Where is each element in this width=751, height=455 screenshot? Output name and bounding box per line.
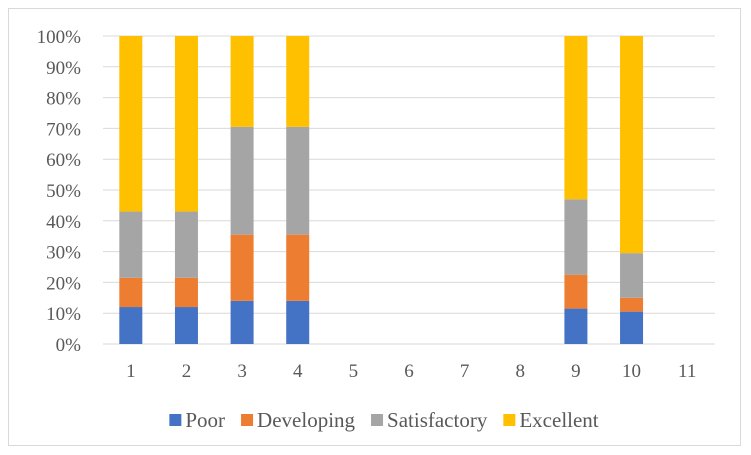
legend-item-developing: Developing bbox=[241, 408, 356, 432]
x-tick-label: 5 bbox=[349, 361, 359, 382]
legend-item-satisfactory: Satisfactory bbox=[371, 408, 488, 432]
bar-developing-9 bbox=[564, 274, 588, 309]
bar-developing-10 bbox=[620, 297, 644, 312]
y-tick-label: 70% bbox=[46, 119, 81, 140]
y-tick-label: 90% bbox=[46, 58, 81, 79]
legend-swatch bbox=[169, 414, 182, 426]
legend-label: Excellent bbox=[519, 408, 598, 432]
x-tick-label: 10 bbox=[622, 361, 641, 382]
bar-excellent-9 bbox=[564, 36, 588, 200]
y-tick-label: 80% bbox=[46, 89, 81, 110]
bar-excellent-2 bbox=[174, 36, 198, 212]
gridlines bbox=[103, 35, 715, 345]
bar-excellent-3 bbox=[230, 36, 254, 127]
y-tick-label: 30% bbox=[46, 243, 81, 264]
legend-swatch bbox=[371, 414, 384, 426]
x-tick-label: 4 bbox=[293, 361, 303, 382]
legend-item-poor: Poor bbox=[169, 408, 225, 432]
bar-excellent-4 bbox=[286, 36, 310, 127]
y-tick-label: 20% bbox=[46, 273, 81, 294]
y-tick-label: 60% bbox=[46, 150, 81, 171]
x-axis-tick-labels: 1 2 3 4 5 6 7 8 9 10 11 bbox=[126, 361, 696, 382]
y-axis-tick-labels: 0% 10% 20% 30% 40% 50% 60% 70% 80% 90% 100% bbox=[37, 27, 82, 356]
x-tick-label: 6 bbox=[404, 361, 414, 382]
legend: Poor Developing Satisfactory Excellent bbox=[169, 408, 599, 432]
legend-item-excellent: Excellent bbox=[503, 408, 599, 432]
bar-satisfactory-2 bbox=[174, 211, 198, 278]
bar-poor-2 bbox=[174, 307, 198, 344]
bars bbox=[119, 36, 644, 344]
bar-satisfactory-1 bbox=[119, 211, 143, 278]
bar-excellent-10 bbox=[620, 36, 644, 254]
bar-poor-10 bbox=[620, 311, 644, 344]
x-tick-label: 8 bbox=[516, 361, 526, 382]
x-tick-label: 11 bbox=[678, 361, 696, 382]
x-tick-label: 3 bbox=[237, 361, 247, 382]
y-tick-label: 50% bbox=[46, 181, 81, 202]
legend-label: Developing bbox=[257, 408, 355, 432]
y-tick-label: 40% bbox=[46, 212, 81, 233]
bar-satisfactory-9 bbox=[564, 199, 588, 275]
y-tick-label: 100% bbox=[37, 27, 82, 48]
x-tick-label: 1 bbox=[126, 361, 136, 382]
x-tick-label: 7 bbox=[460, 361, 470, 382]
bar-satisfactory-3 bbox=[230, 126, 254, 235]
bar-poor-1 bbox=[119, 307, 143, 344]
y-tick-label: 10% bbox=[46, 304, 81, 325]
y-tick-label: 0% bbox=[56, 335, 82, 356]
legend-label: Satisfactory bbox=[387, 408, 488, 432]
legend-swatch bbox=[503, 414, 516, 426]
bar-satisfactory-10 bbox=[620, 253, 644, 298]
bar-developing-1 bbox=[119, 277, 143, 308]
x-tick-label: 9 bbox=[571, 361, 581, 382]
legend-swatch bbox=[241, 414, 254, 426]
bar-poor-9 bbox=[564, 308, 588, 344]
bar-excellent-1 bbox=[119, 36, 143, 212]
bar-developing-2 bbox=[174, 277, 198, 308]
bar-poor-4 bbox=[286, 300, 310, 344]
bar-developing-3 bbox=[230, 234, 254, 301]
bar-satisfactory-4 bbox=[286, 126, 310, 235]
bar-developing-4 bbox=[286, 234, 310, 301]
x-tick-label: 2 bbox=[182, 361, 192, 382]
legend-label: Poor bbox=[185, 408, 225, 432]
bar-poor-3 bbox=[230, 300, 254, 344]
